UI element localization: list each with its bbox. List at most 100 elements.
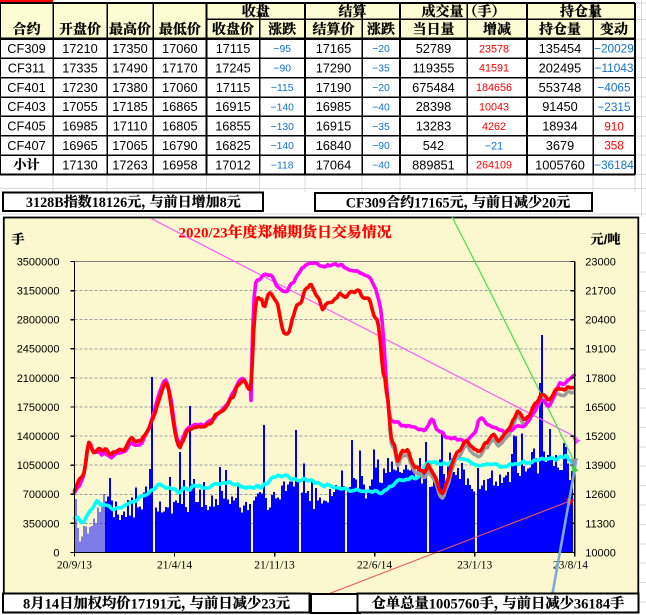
svg-text:17165: 17165 — [414, 195, 449, 211]
svg-text:16985: 16985 — [316, 99, 352, 114]
svg-text:675484: 675484 — [412, 80, 455, 95]
svg-text:−35: −35 — [372, 64, 390, 75]
svg-text:1400000: 1400000 — [17, 431, 60, 443]
svg-text:91450: 91450 — [542, 99, 578, 114]
svg-text:17185: 17185 — [112, 99, 148, 114]
svg-text:22/6/14: 22/6/14 — [357, 559, 392, 571]
svg-text:−4065: −4065 — [597, 81, 631, 95]
svg-text:700000: 700000 — [23, 489, 60, 501]
svg-text:1750000: 1750000 — [17, 402, 60, 414]
svg-text:542: 542 — [423, 138, 444, 153]
svg-text:17490: 17490 — [112, 60, 148, 75]
svg-text:16855: 16855 — [215, 119, 251, 134]
svg-text:CF405: CF405 — [7, 119, 45, 134]
svg-text:202495: 202495 — [539, 60, 582, 75]
svg-text:3500000: 3500000 — [17, 256, 60, 268]
svg-text:16965: 16965 — [62, 138, 98, 153]
svg-text:−35: −35 — [372, 122, 390, 133]
svg-text:CF309: CF309 — [7, 41, 45, 56]
svg-text:350000: 350000 — [23, 518, 60, 530]
svg-text:16958: 16958 — [162, 157, 198, 172]
svg-text:23/1/13: 23/1/13 — [457, 559, 492, 571]
svg-text:−20: −20 — [372, 83, 390, 94]
svg-text:17012: 17012 — [215, 157, 251, 172]
svg-text:13900: 13900 — [585, 460, 616, 472]
svg-text:−36184: −36184 — [594, 158, 634, 172]
svg-text:119355: 119355 — [413, 60, 455, 75]
svg-text:CF309: CF309 — [346, 195, 386, 211]
svg-text:−40: −40 — [372, 102, 390, 113]
svg-text:−118: −118 — [271, 161, 294, 172]
svg-text:−40: −40 — [372, 161, 390, 172]
svg-text:21/4/14: 21/4/14 — [157, 559, 192, 571]
svg-text:889851: 889851 — [412, 157, 455, 172]
svg-text:135454: 135454 — [539, 41, 582, 56]
svg-text:4262: 4262 — [482, 121, 506, 133]
svg-text:−140: −140 — [271, 102, 295, 113]
svg-text:23: 23 — [261, 596, 276, 612]
svg-text:2100000: 2100000 — [17, 373, 60, 385]
svg-text:16790: 16790 — [162, 138, 198, 153]
svg-text:17350: 17350 — [112, 41, 148, 56]
svg-text:20: 20 — [542, 195, 556, 211]
svg-text:17335: 17335 — [62, 60, 98, 75]
svg-text:16825: 16825 — [215, 138, 251, 153]
svg-text:8: 8 — [23, 596, 30, 612]
svg-text:17230: 17230 — [62, 80, 98, 95]
svg-text:23/8/14: 23/8/14 — [553, 559, 588, 571]
svg-text:16985: 16985 — [62, 119, 98, 134]
svg-text:−21: −21 — [485, 140, 503, 152]
svg-text:17165: 17165 — [316, 41, 352, 56]
svg-text:18126: 18126 — [92, 195, 127, 211]
svg-text:16840: 16840 — [316, 138, 352, 153]
svg-text:17065: 17065 — [112, 138, 148, 153]
svg-text:CF407: CF407 — [7, 138, 45, 153]
svg-text:17060: 17060 — [162, 80, 198, 95]
svg-text:2800000: 2800000 — [17, 315, 60, 327]
svg-text:16500: 16500 — [585, 402, 616, 414]
svg-text:52789: 52789 — [416, 41, 452, 56]
svg-text:12600: 12600 — [585, 489, 616, 501]
svg-text:264109: 264109 — [476, 160, 512, 172]
svg-text:13283: 13283 — [416, 119, 452, 134]
svg-text:17115: 17115 — [216, 80, 251, 95]
svg-text:17055: 17055 — [62, 99, 98, 114]
svg-text:1050000: 1050000 — [17, 460, 60, 472]
svg-text:553748: 553748 — [539, 80, 582, 95]
svg-text:CF403: CF403 — [7, 99, 45, 114]
svg-text:36184: 36184 — [574, 596, 610, 612]
svg-text:8: 8 — [220, 195, 227, 211]
svg-text:−20029: −20029 — [594, 42, 634, 56]
svg-text:10000: 10000 — [585, 547, 616, 559]
svg-text:−11043: −11043 — [595, 61, 634, 75]
svg-text:21700: 21700 — [585, 286, 616, 298]
svg-text:CF311: CF311 — [8, 60, 45, 75]
svg-text:184656: 184656 — [476, 82, 512, 94]
svg-text:17191: 17191 — [131, 596, 167, 612]
svg-text:17110: 17110 — [113, 119, 148, 134]
svg-text:−20: −20 — [372, 44, 390, 55]
svg-text:2450000: 2450000 — [17, 344, 60, 356]
svg-text:41591: 41591 — [479, 63, 509, 75]
svg-text:3679: 3679 — [546, 138, 574, 153]
svg-text:16915: 16915 — [316, 119, 352, 134]
svg-text:17263: 17263 — [112, 157, 148, 172]
svg-text:23578: 23578 — [479, 43, 509, 55]
svg-text:/: / — [604, 232, 608, 247]
svg-text:19100: 19100 — [585, 344, 616, 356]
svg-text:17130: 17130 — [62, 157, 98, 172]
svg-text:−90: −90 — [273, 64, 291, 75]
svg-text:17800: 17800 — [585, 373, 616, 385]
svg-text:−2315: −2315 — [597, 100, 631, 114]
svg-text:−130: −130 — [271, 122, 295, 133]
svg-text:CF401: CF401 — [7, 80, 45, 95]
svg-text:3128B: 3128B — [26, 195, 64, 211]
svg-text:1005760: 1005760 — [535, 157, 585, 172]
svg-text:−140: −140 — [271, 141, 295, 152]
svg-text:16865: 16865 — [162, 99, 198, 114]
svg-text:1005760: 1005760 — [429, 596, 480, 612]
svg-text:16915: 16915 — [215, 99, 251, 114]
svg-text:0: 0 — [53, 547, 59, 559]
svg-text:17190: 17190 — [316, 80, 352, 95]
svg-text:21/11/13: 21/11/13 — [254, 559, 295, 571]
